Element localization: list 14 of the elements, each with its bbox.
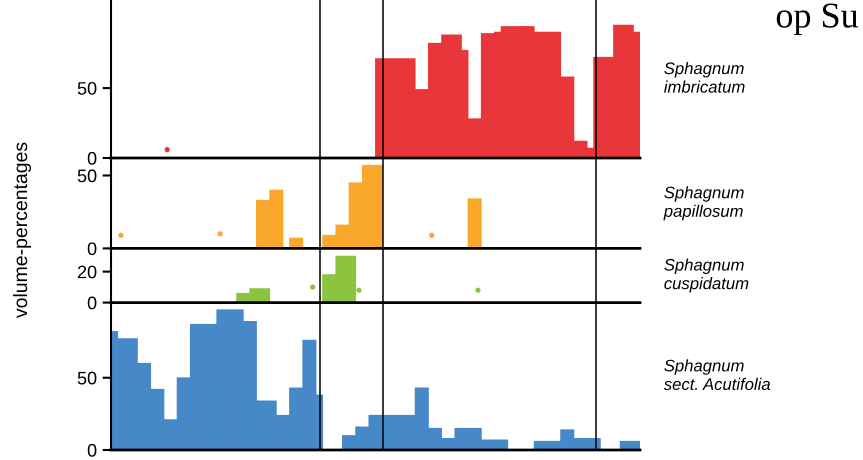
text: Sphagnum sect. Acutifolia bbox=[664, 359, 770, 390]
y-tick-label: 0 bbox=[88, 242, 96, 256]
y-tick-label: 50 bbox=[78, 372, 96, 384]
y-tick-label: 50 bbox=[78, 82, 96, 95]
y-tick-label: 20 bbox=[78, 266, 96, 278]
text: Sphagnum papillosum bbox=[663, 186, 744, 220]
text: op Su bbox=[776, 3, 858, 36]
y-tick-label: 50 bbox=[78, 169, 96, 182]
y-axis-title: volume-percentages bbox=[12, 142, 32, 318]
y-tick-label: 0 bbox=[88, 296, 96, 310]
y-tick-label: 0 bbox=[88, 152, 96, 165]
y-tick-label: 0 bbox=[88, 444, 96, 457]
text: Sphagnum cuspidatum bbox=[664, 258, 748, 293]
series-label: Sphagnum imbricatum bbox=[664, 62, 745, 93]
